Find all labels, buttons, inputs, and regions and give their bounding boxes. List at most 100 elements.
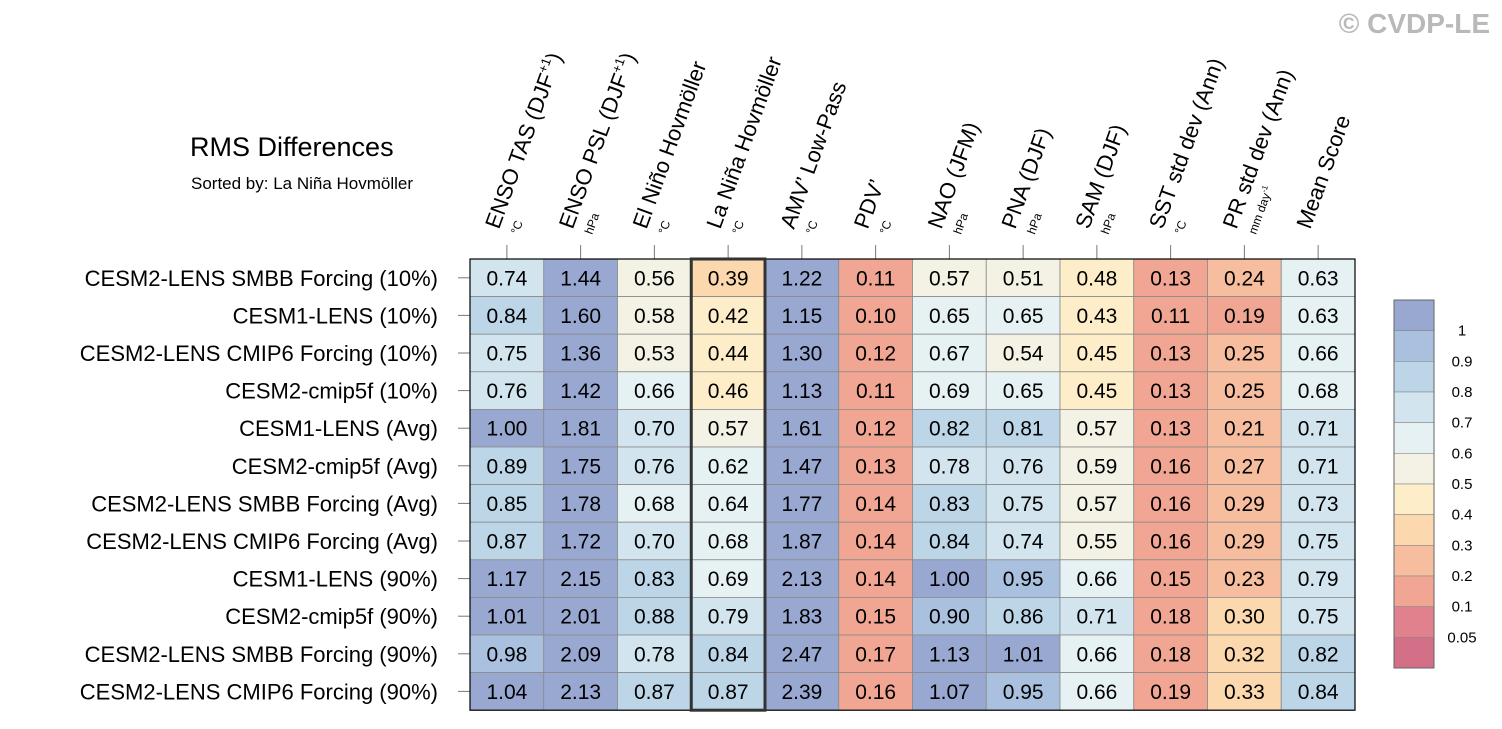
- cell-value: 0.70: [634, 418, 675, 441]
- legend-swatch: [1393, 422, 1435, 454]
- cell-value: 0.76: [634, 455, 675, 478]
- column-header: Mean Score: [1291, 112, 1355, 232]
- cell-value: 0.70: [634, 531, 675, 554]
- heatmap-cell: [838, 672, 913, 711]
- heatmap-cell: [1133, 446, 1208, 485]
- heatmap-cell: [1280, 484, 1356, 523]
- cell-value: 0.89: [486, 455, 527, 478]
- copyright-text: © CVDP-LE: [1339, 8, 1490, 39]
- cell-value: 0.90: [929, 606, 970, 629]
- column-title: Mean Score: [1291, 112, 1355, 232]
- cell-value: 0.62: [708, 455, 749, 478]
- heatmap-cell: [764, 333, 840, 373]
- heatmap-cell: [617, 371, 692, 410]
- heatmap-cell: [1280, 446, 1356, 485]
- cell-value: 0.68: [1298, 380, 1339, 403]
- heatmap-cell: [690, 296, 766, 335]
- cell-value: 0.71: [1076, 606, 1117, 629]
- heatmap-cell: [1133, 597, 1208, 636]
- heatmap-cell: [764, 446, 840, 485]
- row-label: CESM2-LENS CMIP6 Forcing (Avg): [86, 529, 438, 554]
- heatmap-cell: [1059, 296, 1135, 335]
- heatmap-cell: [690, 371, 766, 410]
- cell-value: 1.00: [486, 418, 527, 441]
- heatmap-cell: [1207, 296, 1282, 335]
- cell-value: 0.95: [1003, 681, 1044, 704]
- cell-value: 0.76: [486, 380, 527, 403]
- cell-value: 1.77: [781, 493, 822, 516]
- heatmap-cell: [543, 446, 618, 485]
- heatmap-cell: [617, 258, 692, 297]
- column-header: PNA (DJF)hPa: [996, 124, 1055, 236]
- cell-value: 0.66: [1076, 643, 1117, 666]
- column-unit: hPa: [1024, 211, 1045, 236]
- cell-value: 0.79: [708, 606, 749, 629]
- heatmap-cell: [912, 371, 987, 410]
- heatmap-cell: [1207, 634, 1282, 673]
- cell-value: 0.75: [486, 343, 527, 366]
- heatmap-cell: [1280, 296, 1356, 335]
- heatmap-cell: [543, 597, 618, 636]
- heatmap-cell: [617, 296, 692, 335]
- heatmap-cell: [1280, 371, 1356, 410]
- grid-border: [469, 258, 1356, 711]
- cell-value: 0.65: [1003, 305, 1044, 328]
- heatmap-cell: [543, 258, 618, 297]
- cell-value: 2.39: [781, 681, 822, 704]
- heatmap-cell: [543, 484, 618, 523]
- heatmap-cell: [912, 258, 987, 297]
- legend-label: 0.6: [1452, 445, 1473, 462]
- cell-value: 0.19: [1224, 305, 1265, 328]
- column-title: El Niño Hovmöller: [628, 58, 712, 232]
- cell-value: 0.75: [1298, 606, 1339, 629]
- row-label: CESM2-LENS SMBB Forcing (10%): [85, 266, 438, 291]
- cell-value: 1.13: [929, 643, 970, 666]
- heatmap-cell: [985, 559, 1061, 598]
- cell-value: 0.87: [708, 681, 749, 704]
- cell-value: 1.17: [486, 568, 527, 591]
- cell-value: 0.16: [855, 681, 896, 704]
- column-title: SAM (DJF): [1070, 121, 1131, 232]
- cell-value: 0.64: [708, 493, 749, 516]
- heatmap-cell: [1133, 559, 1208, 598]
- cell-value: 0.21: [1224, 418, 1265, 441]
- legend-swatch: [1393, 453, 1435, 485]
- heatmap-cell: [543, 559, 618, 598]
- cell-value: 0.11: [856, 380, 895, 403]
- column-title: PNA (DJF): [996, 124, 1055, 231]
- heatmap-cell: [690, 446, 766, 485]
- cell-value: 0.82: [929, 418, 970, 441]
- cell-value: 0.58: [634, 305, 675, 328]
- heatmap-cell: [1059, 521, 1135, 561]
- heatmap-cell: [764, 258, 840, 297]
- heatmap-cell: [1059, 634, 1135, 673]
- cell-value: 0.11: [1151, 305, 1190, 328]
- heatmap-cell: [469, 672, 545, 711]
- column-headers: ENSO TAS (DJF+1)°C ENSO PSL (DJF+1)hPa El …: [480, 49, 1355, 259]
- cell-value: 0.66: [634, 380, 675, 403]
- cell-value: 0.29: [1224, 531, 1265, 554]
- cell-value: 1.22: [781, 267, 822, 290]
- cell-value: 1.15: [781, 305, 822, 328]
- cell-value: 0.13: [1150, 418, 1191, 441]
- cell-value: 0.33: [1224, 681, 1265, 704]
- cell-value: 0.66: [1298, 343, 1339, 366]
- cell-value: 2.13: [781, 568, 822, 591]
- heatmap-cell: [1133, 333, 1208, 373]
- row-label: CESM2-cmip5f (10%): [225, 379, 438, 404]
- legend-border: [1393, 299, 1435, 669]
- row-label: CESM1-LENS (90%): [233, 567, 438, 592]
- row-label: CESM2-LENS CMIP6 Forcing (10%): [80, 341, 438, 366]
- cell-value: 0.45: [1076, 380, 1117, 403]
- heatmap-cell: [912, 333, 987, 373]
- cell-value: 1.13: [781, 380, 822, 403]
- heatmap-cell: [617, 597, 692, 636]
- column-title: NAO (JFM): [923, 119, 985, 232]
- cell-value: 0.79: [1298, 568, 1339, 591]
- column-header: SAM (DJF)hPa: [1070, 121, 1131, 236]
- heatmap-cell: [543, 521, 618, 561]
- cell-value: 0.48: [1076, 267, 1117, 290]
- heatmap-cell: [690, 672, 766, 711]
- cell-value: 0.84: [708, 643, 749, 666]
